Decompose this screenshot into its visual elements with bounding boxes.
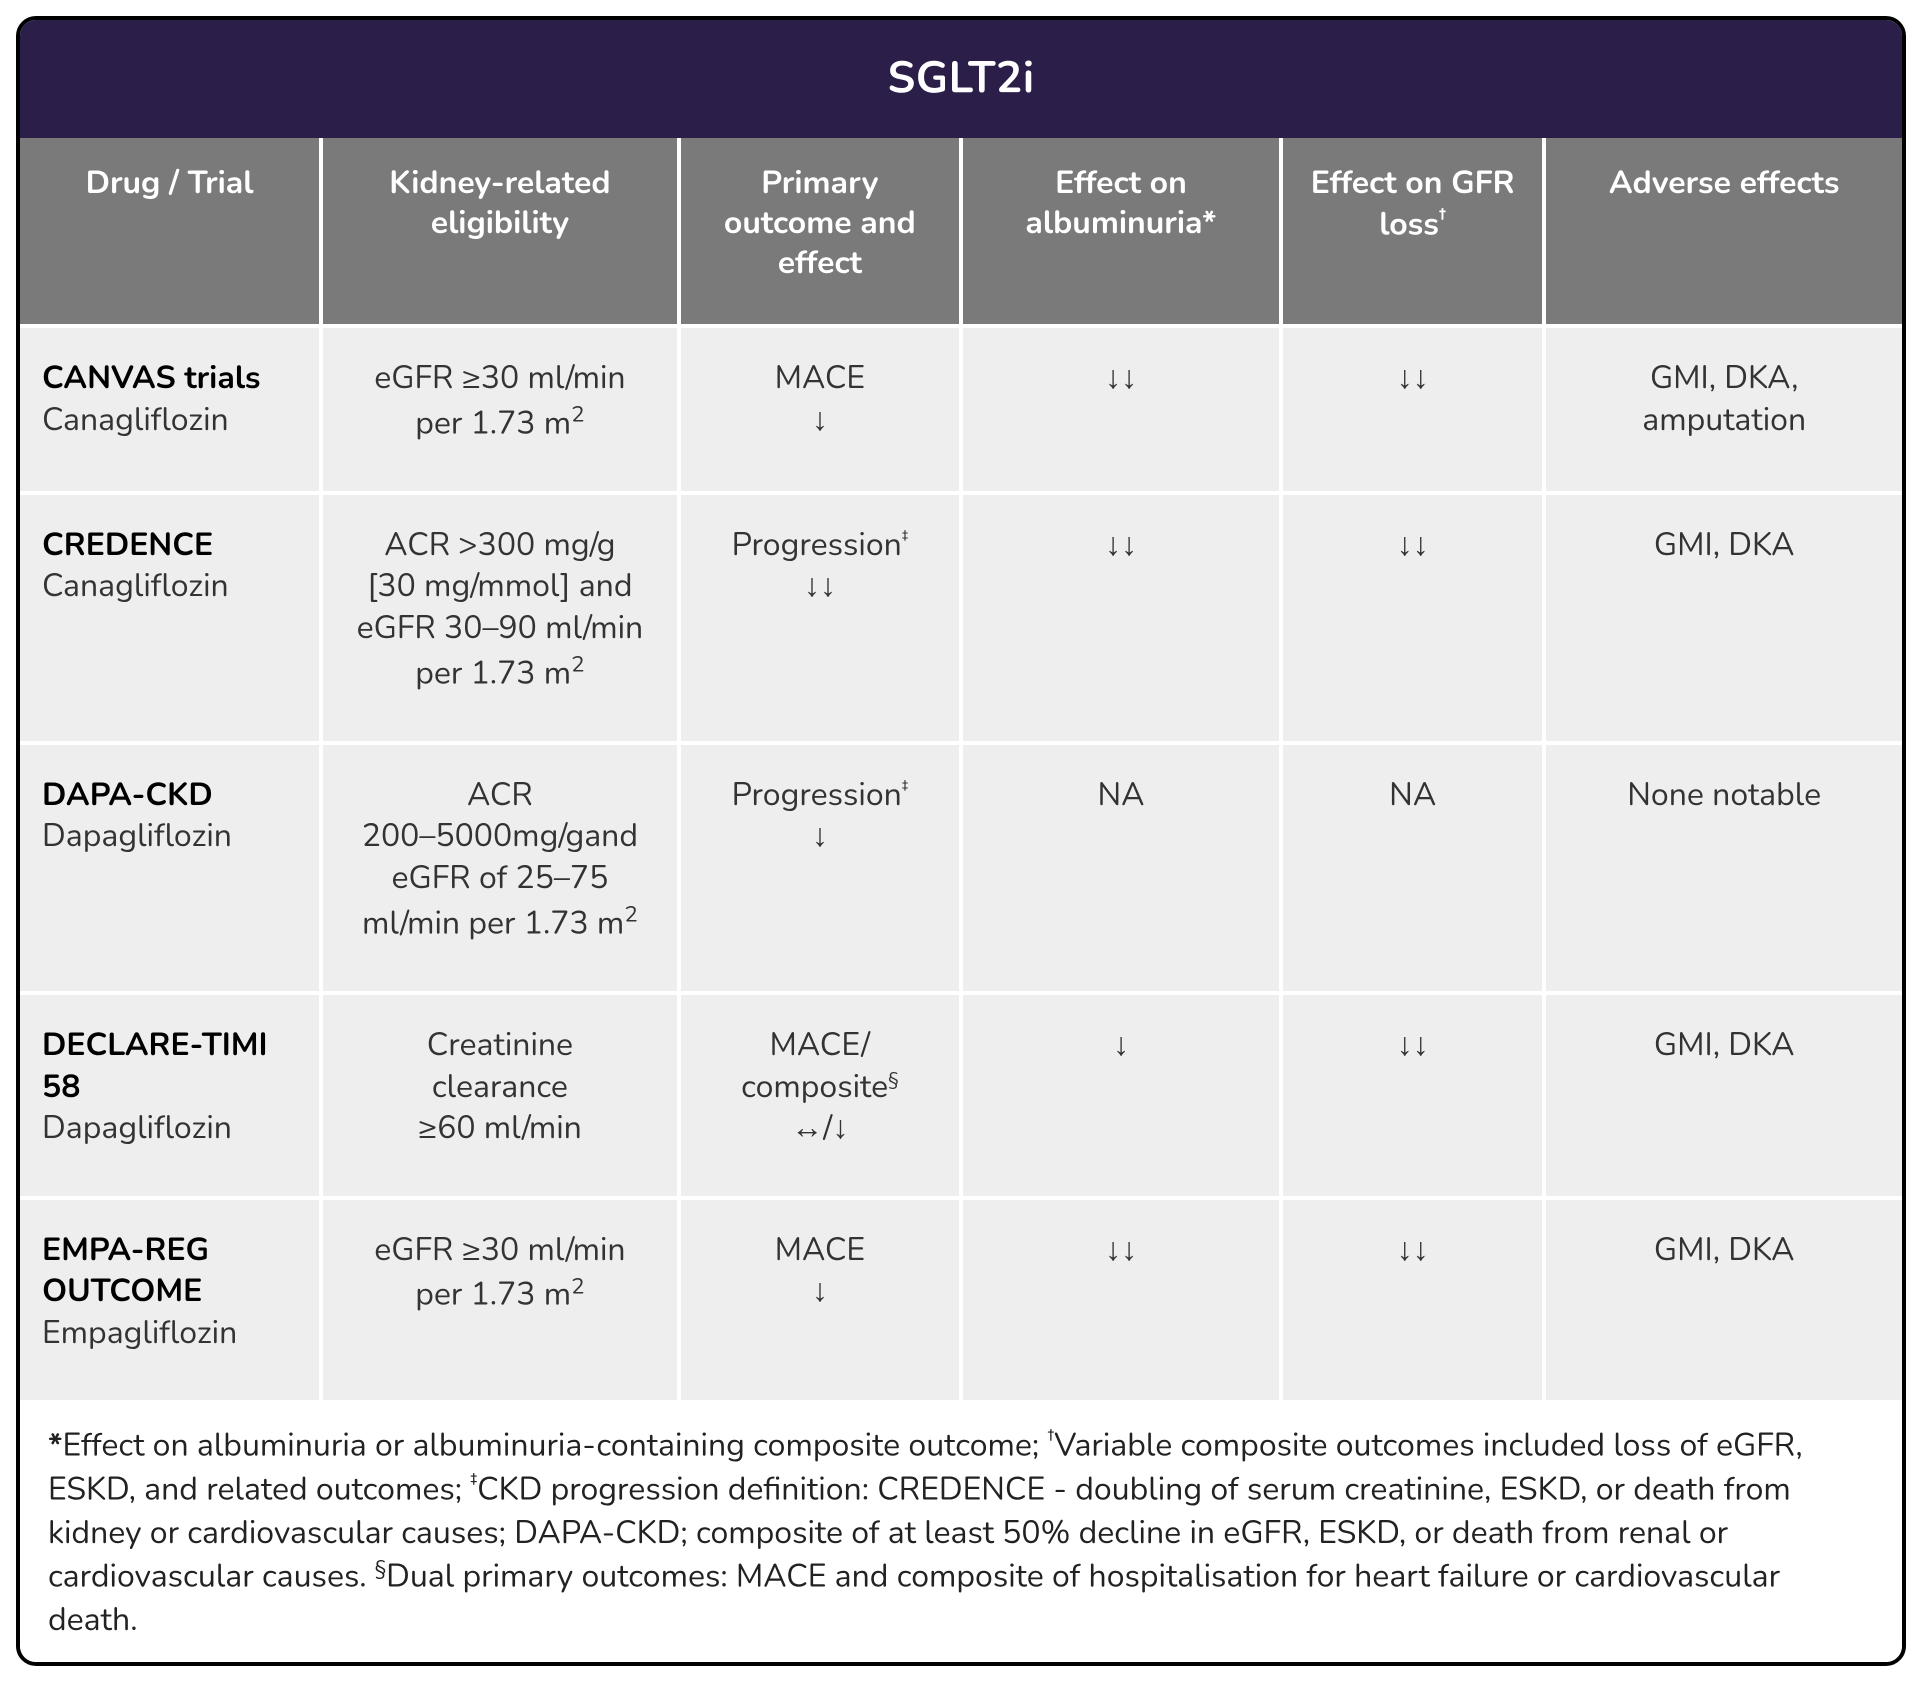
cell-primary-outcome: MACE/composite§↔/↓ [679, 993, 961, 1198]
cell-gfr: ↓↓ [1281, 993, 1544, 1198]
cell-drug-trial: DECLARE-TIMI 58Dapagliflozin [20, 993, 321, 1198]
cell-albuminuria: ↓↓ [961, 493, 1281, 743]
cell-drug-trial: DAPA-CKDDapagliflozin [20, 743, 321, 993]
cell-gfr: ↓↓ [1281, 1198, 1544, 1403]
col-header-albuminuria: Effect on albuminuria* [961, 138, 1281, 326]
cell-primary-outcome: Progression‡↓↓ [679, 493, 961, 743]
trial-name: EMPA-REG OUTCOME [42, 1230, 297, 1313]
cell-albuminuria: ↓↓ [961, 326, 1281, 493]
drug-name: Canagliflozin [42, 400, 297, 442]
cell-adverse: None notable [1544, 743, 1902, 993]
cell-eligibility: Creatinineclearance≥60 ml/min [321, 993, 679, 1198]
table-body: CANVAS trialsCanagliflozineGFR ≥30 ml/mi… [20, 326, 1902, 1402]
cell-drug-trial: CREDENCECanagliflozin [20, 493, 321, 743]
table-row: CANVAS trialsCanagliflozineGFR ≥30 ml/mi… [20, 326, 1902, 493]
cell-eligibility: eGFR ≥30 ml/minper 1.73 m2 [321, 1198, 679, 1403]
table-card: SGLT2i Drug / Trial Kidney-related eligi… [16, 16, 1906, 1666]
footnote-text: *Effect on albuminuria or albuminuria-co… [20, 1402, 1902, 1662]
trial-name: CANVAS trials [42, 358, 297, 400]
cell-eligibility: ACR200–5000mg/gandeGFR of 25–75ml/min pe… [321, 743, 679, 993]
drug-name: Empagliflozin [42, 1313, 297, 1355]
cell-adverse: GMI, DKA [1544, 1198, 1902, 1403]
cell-drug-trial: EMPA-REG OUTCOMEEmpagliflozin [20, 1198, 321, 1403]
cell-eligibility: ACR >300 mg/g[30 mg/mmol] andeGFR 30–90 … [321, 493, 679, 743]
drug-name: Canagliflozin [42, 566, 297, 608]
col-header-gfr: Effect on GFR loss† [1281, 138, 1544, 326]
col-header-adverse: Adverse effects [1544, 138, 1902, 326]
trial-name: DAPA-CKD [42, 775, 297, 817]
col-header-eligibility: Kidney-related eligibility [321, 138, 679, 326]
cell-primary-outcome: MACE↓ [679, 1198, 961, 1403]
cell-albuminuria: ↓ [961, 993, 1281, 1198]
drug-name: Dapagliflozin [42, 816, 297, 858]
page-wrapper: SGLT2i Drug / Trial Kidney-related eligi… [0, 0, 1922, 1682]
table-row: EMPA-REG OUTCOMEEmpagliflozineGFR ≥30 ml… [20, 1198, 1902, 1403]
cell-albuminuria: ↓↓ [961, 1198, 1281, 1403]
table-title-row: SGLT2i [20, 20, 1902, 138]
table-header-row: Drug / Trial Kidney-related eligibility … [20, 138, 1902, 326]
cell-adverse: GMI, DKA,amputation [1544, 326, 1902, 493]
cell-primary-outcome: Progression‡↓ [679, 743, 961, 993]
trial-name: DECLARE-TIMI 58 [42, 1025, 297, 1108]
cell-gfr: ↓↓ [1281, 493, 1544, 743]
col-header-drug-trial: Drug / Trial [20, 138, 321, 326]
cell-albuminuria: NA [961, 743, 1281, 993]
cell-adverse: GMI, DKA [1544, 493, 1902, 743]
footnote-row: *Effect on albuminuria or albuminuria-co… [20, 1402, 1902, 1662]
cell-gfr: ↓↓ [1281, 326, 1544, 493]
sglt2i-table: SGLT2i Drug / Trial Kidney-related eligi… [20, 20, 1902, 1662]
cell-drug-trial: CANVAS trialsCanagliflozin [20, 326, 321, 493]
table-title: SGLT2i [20, 20, 1902, 138]
table-row: DAPA-CKDDapagliflozinACR200–5000mg/gande… [20, 743, 1902, 993]
trial-name: CREDENCE [42, 525, 297, 567]
table-row: DECLARE-TIMI 58DapagliflozinCreatininecl… [20, 993, 1902, 1198]
cell-gfr: NA [1281, 743, 1544, 993]
cell-primary-outcome: MACE↓ [679, 326, 961, 493]
cell-eligibility: eGFR ≥30 ml/minper 1.73 m2 [321, 326, 679, 493]
cell-adverse: GMI, DKA [1544, 993, 1902, 1198]
table-row: CREDENCECanagliflozinACR >300 mg/g[30 mg… [20, 493, 1902, 743]
drug-name: Dapagliflozin [42, 1108, 297, 1150]
col-header-primary: Primary outcome and effect [679, 138, 961, 326]
